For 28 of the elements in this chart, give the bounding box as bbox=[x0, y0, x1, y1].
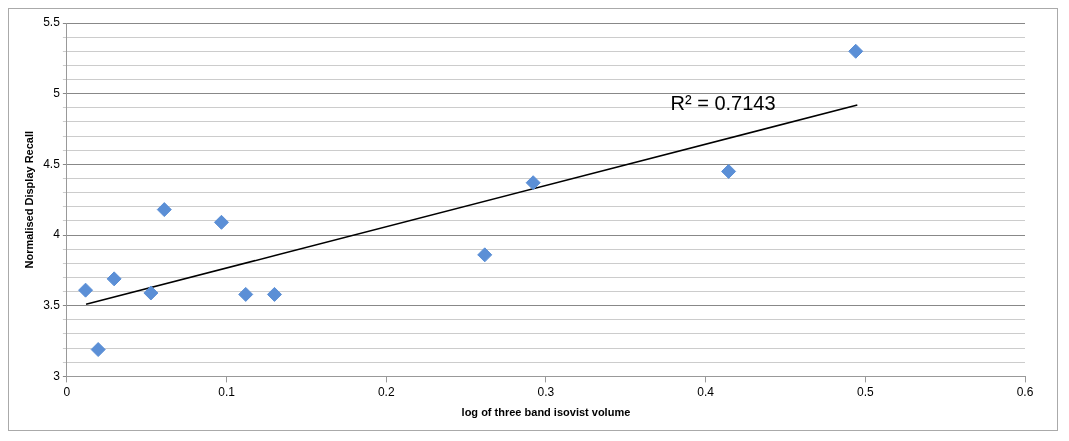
y-tick-label: 4.5 bbox=[43, 156, 61, 171]
y-tick-label: 5 bbox=[53, 85, 61, 100]
x-tick-label: 0.3 bbox=[537, 384, 555, 399]
point bbox=[213, 214, 229, 230]
x-tick-label: 0 bbox=[63, 384, 71, 399]
x-tick-label: 0.4 bbox=[697, 384, 715, 399]
point bbox=[266, 286, 282, 302]
y-tick-label: 4 bbox=[53, 227, 61, 242]
y-tick-label: 5.5 bbox=[43, 15, 61, 30]
point bbox=[238, 286, 254, 302]
point bbox=[90, 342, 106, 358]
x-tick-label: 0.5 bbox=[856, 384, 874, 399]
y-tick-label: 3 bbox=[53, 368, 61, 383]
x-tick-label: 0.1 bbox=[218, 384, 236, 399]
y-tick-label: 3.5 bbox=[43, 298, 61, 313]
point bbox=[721, 163, 737, 179]
x-tick-label: 0.6 bbox=[1016, 384, 1034, 399]
point bbox=[143, 285, 159, 301]
point bbox=[106, 271, 122, 287]
point bbox=[525, 175, 541, 191]
annotation: R² = 0.7143 bbox=[670, 91, 776, 114]
point bbox=[156, 202, 172, 218]
x-tick-label: 0.2 bbox=[377, 384, 395, 399]
y-axis-title: Normalised Display Recall bbox=[22, 130, 35, 269]
point bbox=[78, 282, 94, 298]
point bbox=[848, 43, 864, 59]
x-axis-title: log of three band isovist volume bbox=[461, 406, 631, 419]
point bbox=[477, 247, 493, 263]
